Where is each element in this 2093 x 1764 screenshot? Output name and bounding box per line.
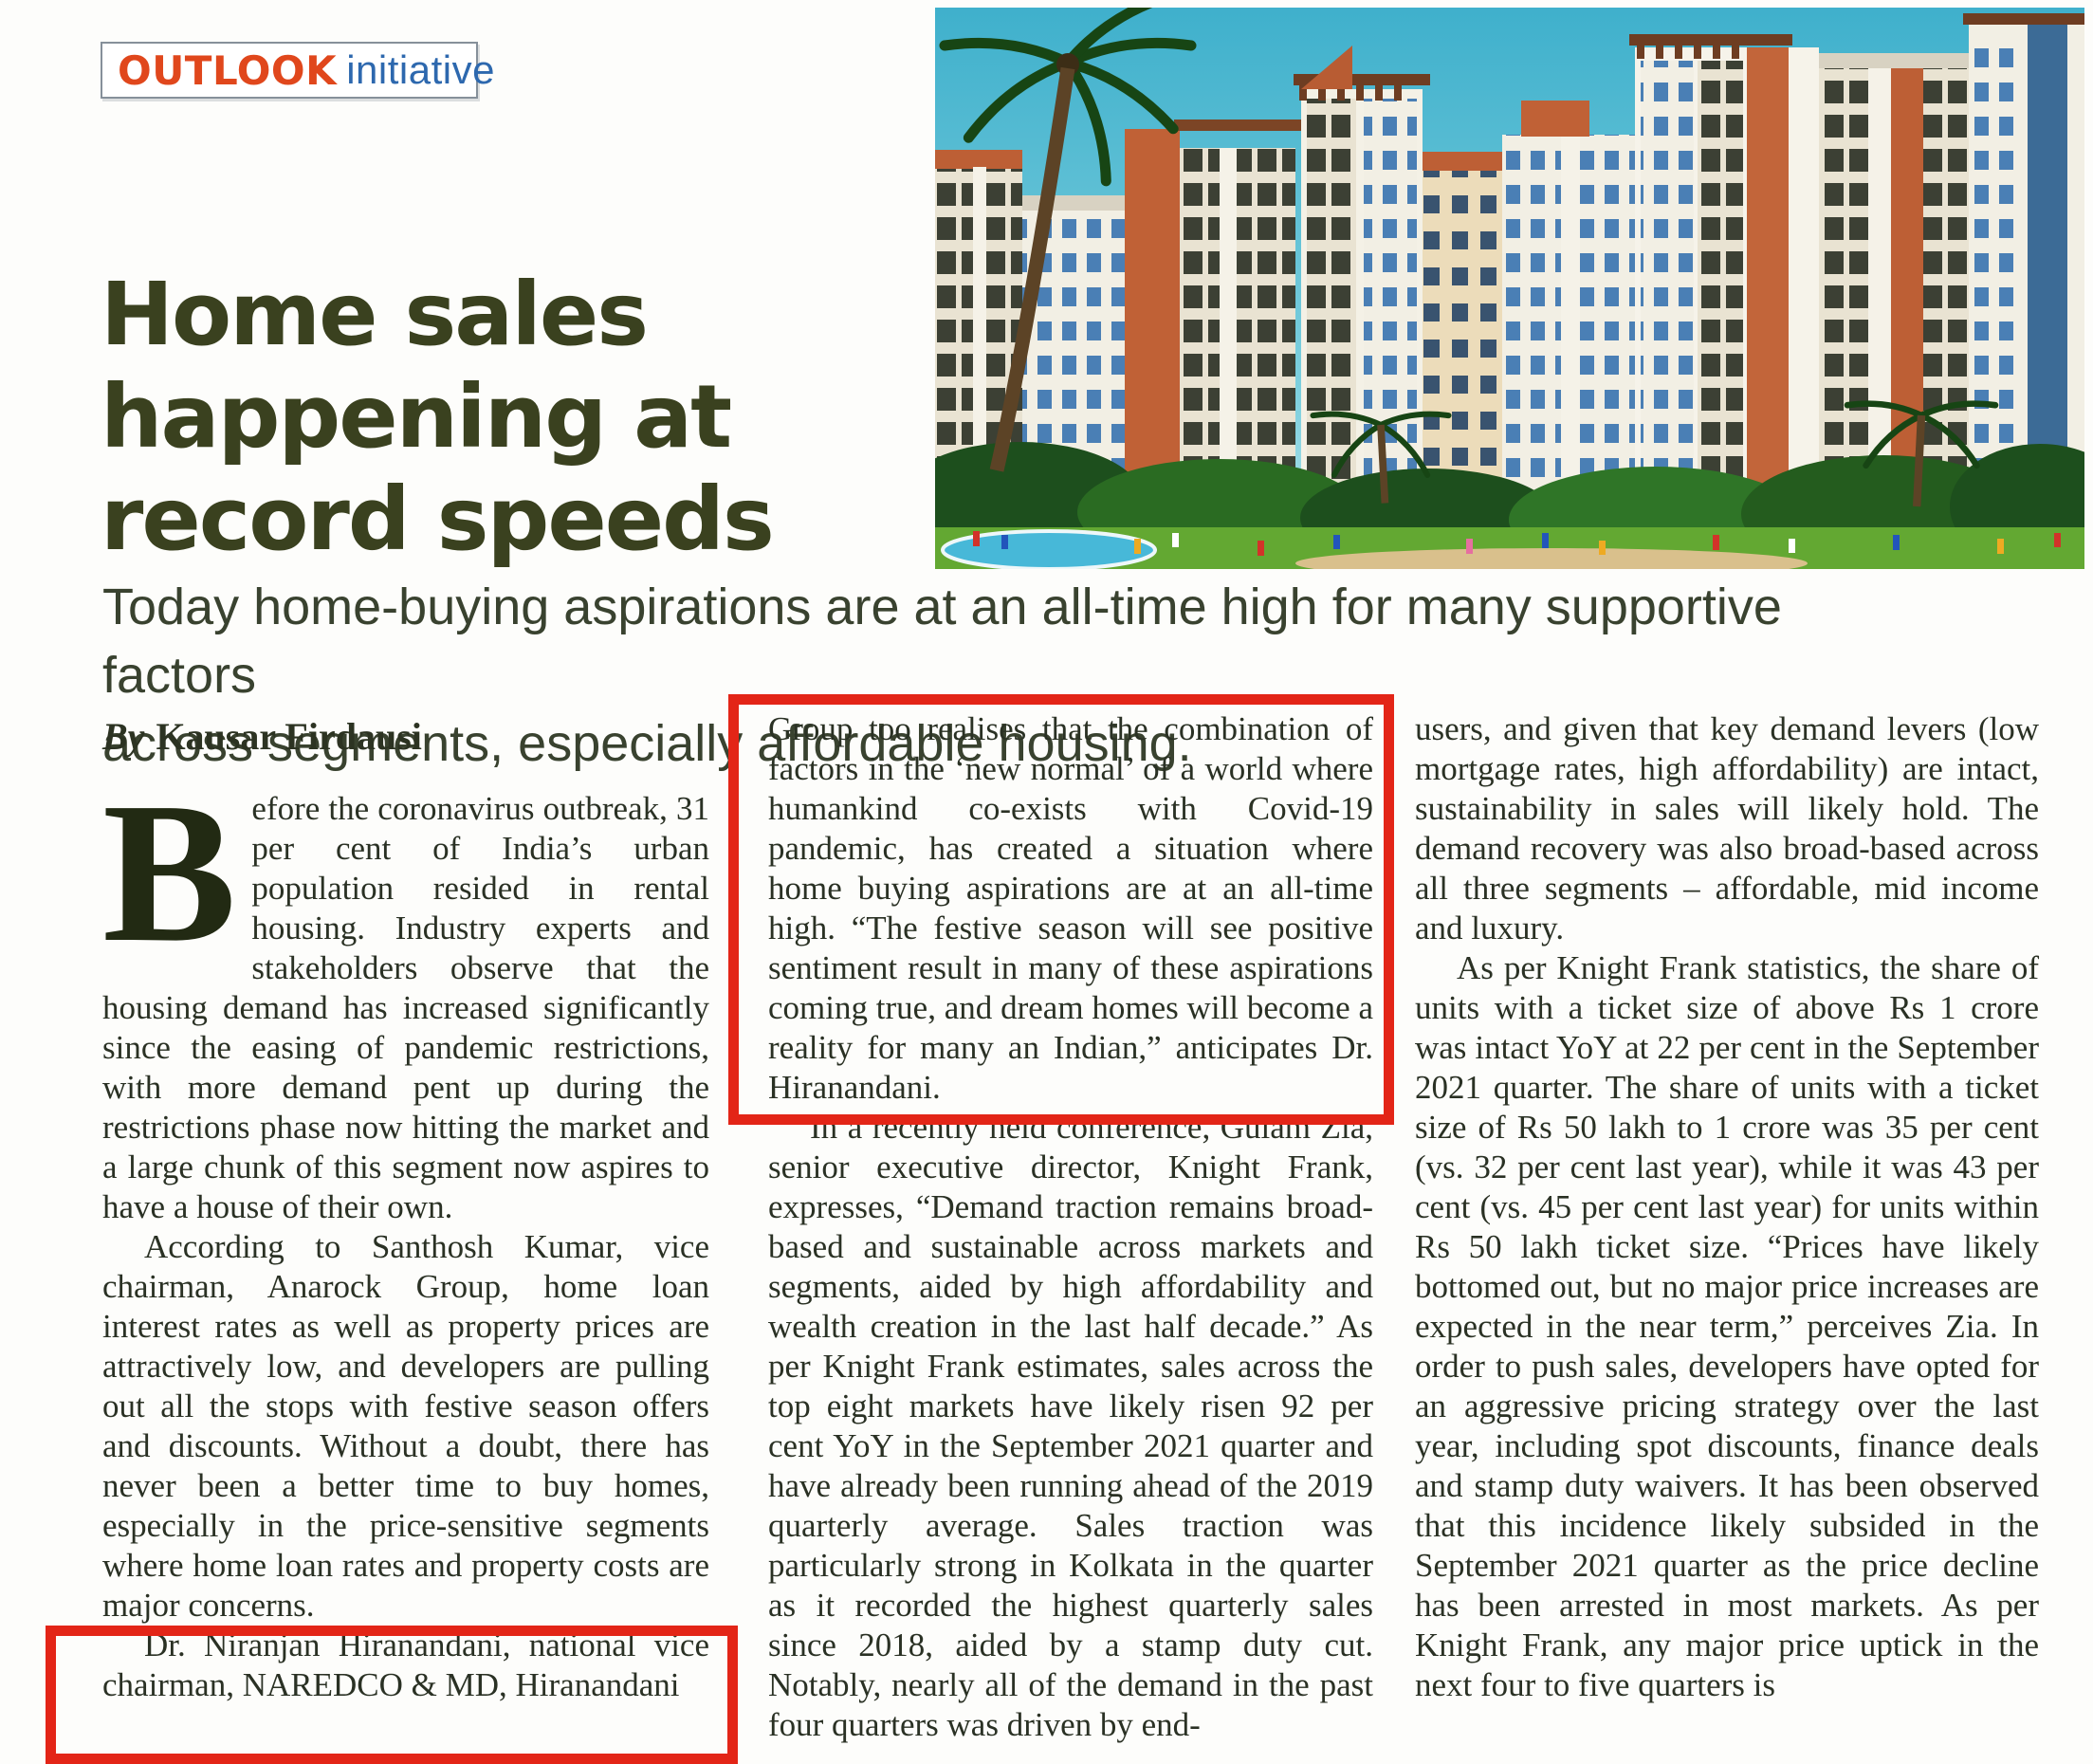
logo-outlook-text: OUTLOOK: [118, 46, 338, 94]
col1-paragraph-3-highlighted: Dr. Niranjan Hiranandani, national vice …: [102, 1626, 709, 1703]
col1-paragraph-1-text: efore the coronavirus outbreak, 31 per c…: [102, 790, 709, 1225]
palm-tree: [1847, 404, 1995, 507]
headline-line-3: record speeds: [101, 469, 775, 570]
people: [973, 531, 2061, 556]
dropcap: B: [102, 761, 237, 983]
headline-line-2: happening at: [101, 366, 732, 468]
article-column-2: Group too realises that the combination …: [768, 709, 1373, 1745]
logo-initiative-text: initiative: [346, 47, 495, 92]
apartment-buildings-photo: [935, 8, 2084, 569]
outlook-initiative-logo: OUTLOOK initiative: [101, 42, 494, 99]
article-column-3: users, and given that key demand levers …: [1415, 709, 2039, 1705]
byline: By Kausar Firdausi: [102, 717, 709, 757]
subtitle: Today home-buying aspirations are at an …: [102, 573, 1923, 778]
byline-prefix: By: [102, 715, 145, 758]
col1-paragraph-2: According to Santhosh Kumar, vice chairm…: [102, 1228, 709, 1624]
byline-author: Kausar Firdausi: [156, 715, 422, 758]
col2-paragraph-2: In a recently held conference, Gulam Zia…: [768, 1109, 1373, 1743]
palm-tree: [1313, 414, 1449, 504]
palm-tree: [945, 8, 1191, 472]
headline: Home sales happening at record speeds: [101, 264, 954, 571]
subtitle-line-1: Today home-buying aspirations are at an …: [102, 579, 1782, 704]
garden: [935, 442, 2084, 569]
col2-paragraph-1-highlighted: Group too realises that the combination …: [768, 710, 1373, 1106]
subtitle-line-2: across segments, especially affordable h…: [102, 715, 1192, 772]
col3-paragraph-1: users, and given that key demand levers …: [1415, 710, 2039, 946]
col3-paragraph-2: As per Knight Frank statistics, the shar…: [1415, 949, 2039, 1703]
headline-line-1: Home sales: [101, 264, 649, 365]
